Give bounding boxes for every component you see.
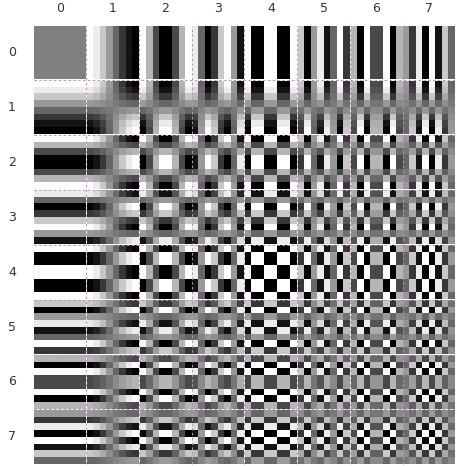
Text: 4: 4 (267, 2, 275, 15)
Text: 0: 0 (8, 46, 16, 59)
Text: 3: 3 (8, 211, 16, 224)
Text: 5: 5 (319, 2, 328, 15)
Text: 1: 1 (8, 101, 16, 114)
Text: 2: 2 (8, 156, 16, 169)
Text: 3: 3 (214, 2, 222, 15)
Text: 4: 4 (8, 266, 16, 279)
Text: 5: 5 (8, 321, 16, 334)
Text: 6: 6 (372, 2, 380, 15)
Text: 7: 7 (8, 431, 16, 444)
Text: 6: 6 (8, 376, 16, 389)
Text: 2: 2 (161, 2, 170, 15)
Text: 7: 7 (425, 2, 433, 15)
Text: 0: 0 (56, 2, 64, 15)
Text: 1: 1 (109, 2, 117, 15)
